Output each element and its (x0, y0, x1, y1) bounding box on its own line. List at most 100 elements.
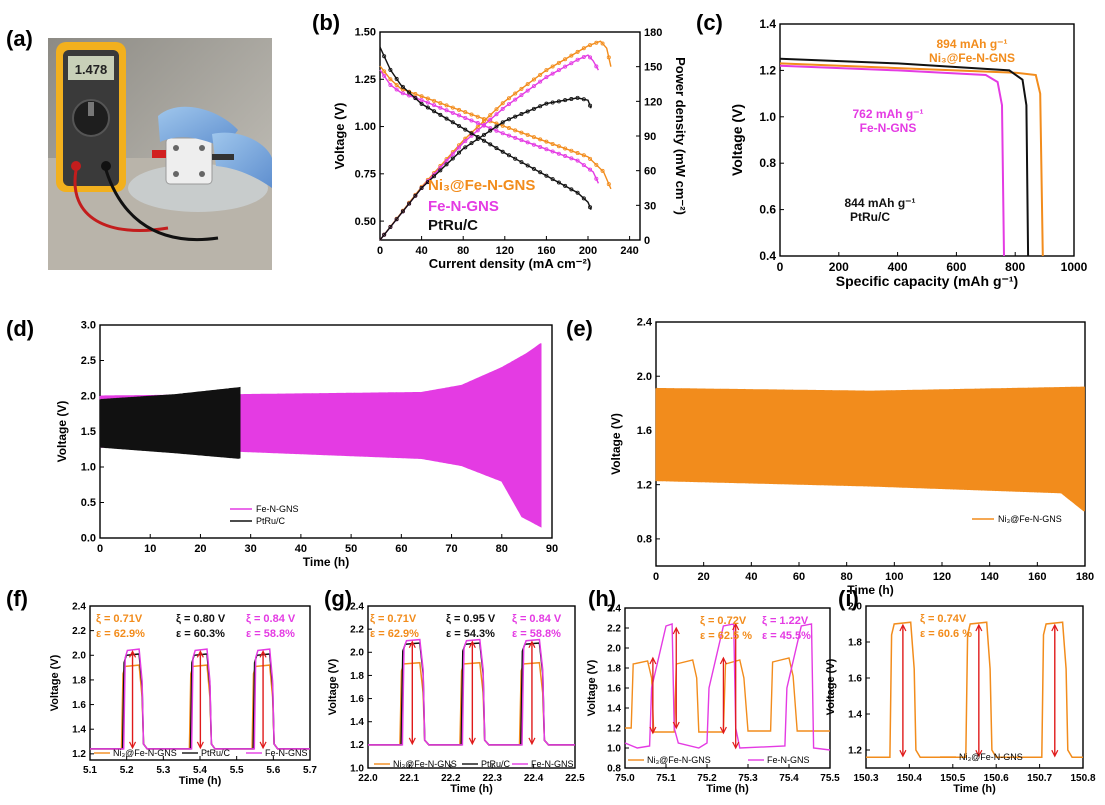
voltage-marker (413, 96, 418, 101)
power-marker (519, 112, 524, 117)
efficiency-annotation: ξ = 0.95 V (446, 613, 496, 625)
chart-e: 0 20 40 60 80 100 120 140 160 180 0.8 1.2 1.6 2.0 2.4 T… (609, 317, 1094, 597)
x-tick-label: 90 (546, 543, 558, 555)
efficiency-annotation: ε = 62.5 % (700, 630, 752, 642)
voltage-marker (463, 110, 468, 115)
y-right-tick-label: 60 (644, 166, 656, 178)
voltage-marker (575, 190, 580, 195)
power-marker (394, 217, 399, 222)
voltage-marker (588, 205, 593, 210)
power-marker (450, 156, 455, 161)
voltage-marker (488, 126, 493, 131)
efficiency-annotation: ε = 45.5% (762, 630, 811, 642)
y-tick-label: 1.5 (81, 426, 96, 438)
x-tick-label: 80 (457, 245, 469, 257)
power-marker (407, 201, 412, 206)
arrow-head (672, 626, 680, 635)
power-marker (475, 137, 480, 142)
voltage-marker (531, 166, 536, 171)
y-tick-label: 1.2 (848, 745, 862, 756)
power-marker (519, 86, 524, 91)
y-tick-label: 2.5 (81, 355, 96, 367)
voltage-marker (388, 82, 393, 87)
voltage-marker (400, 84, 405, 89)
x-tick-label: 1000 (1061, 260, 1088, 274)
arrow-head (528, 640, 536, 648)
plot-frame (367, 605, 576, 769)
power-marker (488, 113, 493, 118)
annotation: 894 mAh g⁻¹ (936, 37, 1007, 51)
voltage-marker (475, 114, 480, 119)
x-tick-label: 180 (1076, 571, 1094, 583)
x-tick-label: 100 (885, 571, 903, 583)
arrow-head (719, 656, 727, 665)
chart-g: 22.0 22.1 22.2 22.3 22.4 22.5 1.0 1.2 1.4 1.6 1.8 2… (327, 601, 585, 795)
x-tick-label: 22.3 (482, 773, 502, 784)
voltage-marker (581, 196, 586, 201)
power-marker (457, 145, 462, 150)
power-marker (550, 100, 555, 105)
voltage-marker (469, 118, 474, 123)
voltage-marker (382, 73, 387, 78)
x-tick-label: 600 (946, 260, 966, 274)
voltage-marker (400, 91, 405, 96)
voltage-marker (531, 142, 536, 147)
y-tick-label: 0.8 (637, 534, 652, 546)
voltage-marker (525, 132, 530, 137)
voltage-marker (513, 135, 518, 140)
power-marker (488, 128, 493, 133)
power-marker (544, 101, 549, 106)
y-axis-label: Voltage (V) (327, 658, 339, 715)
x-tick-label: 5.2 (120, 765, 134, 776)
y-tick-label: 2.2 (607, 623, 621, 634)
legend-label: PtRu/C (481, 759, 511, 769)
voltage-marker (550, 141, 555, 146)
power-marker (382, 232, 387, 237)
y-tick-label: 0.6 (759, 203, 776, 217)
arrow-head (468, 640, 476, 648)
x-tick-label: 240 (620, 245, 638, 257)
voltage-marker (444, 116, 449, 121)
y-tick-label: 1.0 (81, 462, 96, 474)
power-marker (488, 117, 493, 122)
power-marker (600, 41, 605, 46)
legend-label: PtRu/C (256, 516, 286, 526)
power-marker (463, 139, 468, 144)
power-marker (494, 112, 499, 117)
annotation: 844 mAh g⁻¹ (844, 196, 915, 210)
x-tick-label: 160 (1028, 571, 1046, 583)
power-marker (506, 102, 511, 107)
discharge-curve (779, 62, 1044, 257)
power-marker (556, 60, 561, 65)
battery-photo: 1.478 (48, 38, 272, 270)
power-marker (525, 88, 530, 93)
cycling-trace (99, 386, 241, 459)
voltage-marker (438, 101, 443, 106)
voltage-marker (556, 144, 561, 149)
x-axis-label: Specific capacity (mAh g⁻¹) (836, 273, 1018, 289)
voltage-marker (450, 105, 455, 110)
power-marker (481, 132, 486, 137)
voltage-marker (569, 187, 574, 192)
y-axis-label: Voltage (V) (825, 658, 837, 715)
voltage-marker (457, 107, 462, 112)
power-marker (438, 168, 443, 173)
y-axis-label: Voltage (V) (332, 103, 347, 170)
voltage-marker (494, 146, 499, 151)
power-marker (444, 162, 449, 167)
y-tick-label: 0.75 (355, 168, 376, 180)
x-tick-label: 5.5 (230, 765, 244, 776)
x-tick-label: 200 (829, 260, 849, 274)
y-tick-label: 1.4 (848, 709, 862, 720)
power-marker (513, 114, 518, 119)
power-marker (494, 124, 499, 129)
power-marker (588, 103, 593, 108)
x-tick-label: 40 (295, 543, 307, 555)
legend-label: PtRu/C (428, 217, 478, 234)
x-tick-label: 5.3 (156, 765, 170, 776)
y-tick-label: 1.8 (607, 663, 621, 674)
arrow-head (128, 741, 137, 750)
power-marker (581, 54, 586, 59)
voltage-marker (513, 156, 518, 161)
legend-label: Fe-N-GNS (531, 759, 574, 769)
